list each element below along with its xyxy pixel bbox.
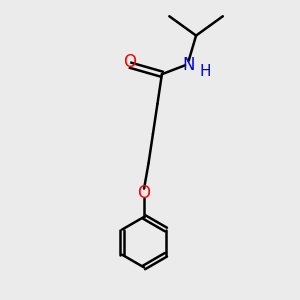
Text: O: O xyxy=(138,184,151,202)
Text: N: N xyxy=(182,56,195,74)
Text: O: O xyxy=(123,53,136,71)
Text: H: H xyxy=(199,64,211,79)
